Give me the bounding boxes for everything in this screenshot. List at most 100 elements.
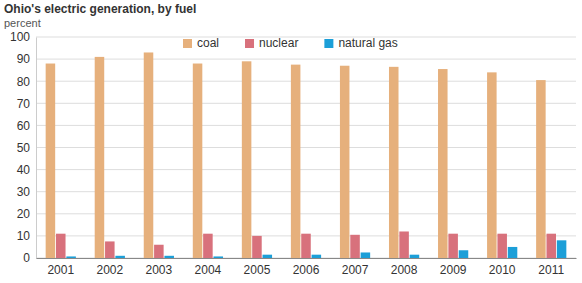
x-tick-label: 2007 (342, 263, 369, 277)
x-tick: 2010 (489, 258, 516, 277)
x-tick-label: 2003 (146, 263, 173, 277)
y-tick: 90 (17, 52, 36, 66)
bar (399, 231, 409, 258)
bar (410, 255, 420, 258)
series (56, 231, 556, 258)
x-tick: 2003 (146, 258, 173, 277)
bar (144, 52, 154, 258)
grid (36, 37, 576, 258)
x-tick: 2006 (293, 258, 320, 277)
x-tick-label: 2002 (96, 263, 123, 277)
y-tick: 50 (17, 141, 36, 155)
x-axis: 2001 2002 2003 2004 2005 2006 2007 2008 2009 2010… (37, 258, 577, 277)
bar (193, 64, 203, 258)
y-tick: 60 (17, 119, 36, 133)
y-axis-line (36, 38, 37, 259)
x-tick: 2001 (47, 258, 74, 277)
x-tick-label: 2011 (538, 263, 564, 277)
bar (389, 67, 399, 258)
legend-swatch (324, 39, 333, 48)
bar (546, 234, 556, 258)
bar (291, 65, 301, 258)
x-tick-label: 2001 (47, 263, 74, 277)
x-tick-label: 2005 (244, 263, 271, 277)
bar (487, 72, 497, 258)
y-tick-label: 50 (17, 141, 31, 155)
y-tick: 20 (17, 207, 36, 221)
bar (361, 252, 371, 258)
bar (350, 235, 360, 258)
bar (115, 256, 125, 258)
y-tick: 100 (10, 30, 36, 44)
bar (438, 69, 448, 258)
y-tick-label: 60 (17, 119, 31, 133)
bar (95, 57, 105, 258)
x-tick: 2008 (391, 258, 418, 277)
x-axis-line (37, 258, 577, 259)
subtitle: percent (4, 17, 41, 29)
x-tick: 2002 (96, 258, 123, 277)
x-tick-label: 2010 (489, 263, 516, 277)
y-tick-label: 0 (23, 251, 30, 265)
legend: coal nuclear natural gas (183, 36, 398, 50)
y-tick-label: 70 (17, 97, 31, 111)
bar (154, 245, 164, 258)
grid-line (36, 37, 576, 38)
x-tick: 2004 (195, 258, 222, 277)
bar (213, 256, 223, 258)
bar (448, 234, 458, 258)
bar (557, 240, 567, 258)
y-tick: 30 (17, 185, 36, 199)
legend-label: coal (197, 36, 219, 50)
legend-label: natural gas (338, 36, 397, 50)
bar (46, 64, 56, 258)
legend-label: nuclear (259, 36, 298, 50)
x-tick: 2005 (244, 258, 271, 277)
y-tick: 10 (17, 229, 36, 243)
title: Ohio's electric generation, by fuel (4, 2, 196, 16)
y-tick-label: 90 (17, 52, 31, 66)
bar (105, 241, 115, 258)
bar (312, 255, 322, 258)
legend-item: nuclear (245, 36, 298, 50)
y-tick-label: 10 (17, 229, 31, 243)
bar (56, 234, 66, 258)
y-tick: 40 (17, 163, 36, 177)
y-tick-label: 100 (10, 30, 30, 44)
x-tick-label: 2006 (293, 263, 320, 277)
series (66, 240, 566, 258)
grid-line (36, 59, 576, 60)
y-tick-label: 40 (17, 163, 31, 177)
legend-item: coal (183, 36, 219, 50)
bar (66, 256, 76, 258)
x-tick: 2007 (342, 258, 369, 277)
x-tick: 2009 (440, 258, 467, 277)
bar (203, 234, 213, 258)
series (46, 52, 546, 258)
y-axis: 0 10 20 30 40 50 60 70 80 90 100 (10, 30, 37, 265)
y-tick-label: 20 (17, 207, 31, 221)
y-tick: 80 (17, 75, 36, 89)
bar (242, 61, 252, 258)
bar (263, 255, 273, 258)
legend-item: natural gas (324, 36, 397, 50)
x-tick-label: 2004 (195, 263, 222, 277)
bar (164, 256, 174, 258)
plot: 0102030405060708090100200120022003200420… (10, 30, 577, 276)
bars (46, 52, 567, 258)
bar (508, 247, 518, 258)
bar (301, 234, 311, 258)
x-tick: 2011 (538, 258, 564, 277)
legend-swatch (183, 39, 192, 48)
y-tick-label: 80 (17, 75, 31, 89)
bar (497, 234, 507, 258)
legend-swatch (245, 39, 254, 48)
bar (340, 66, 350, 258)
y-tick: 70 (17, 97, 36, 111)
bar (536, 80, 546, 258)
x-tick-label: 2008 (391, 263, 418, 277)
bar (252, 236, 262, 258)
chart: Ohio's electric generation, by fuelperce… (0, 0, 582, 283)
x-tick-label: 2009 (440, 263, 467, 277)
y-tick: 0 (23, 251, 36, 265)
